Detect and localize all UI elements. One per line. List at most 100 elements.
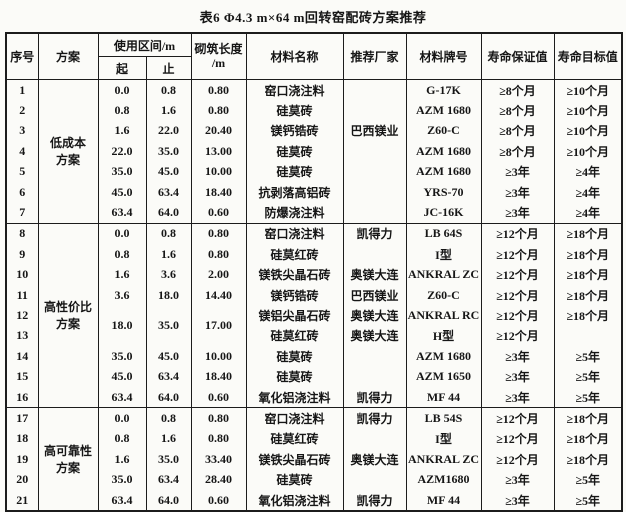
table-row: 15 45.0 63.4 18.40 硅莫砖 AZM 1650 ≥3年 ≥5年 xyxy=(5,366,623,387)
range-start: 0.8 xyxy=(97,244,147,265)
life-target: ≥5年 xyxy=(553,469,623,490)
range-start: 0.0 xyxy=(97,222,147,245)
material-name: 硅莫红砖 xyxy=(245,325,344,347)
material-name: 氧化铝浇注料 xyxy=(245,489,344,512)
range-start: 35.0 xyxy=(97,469,147,490)
scheme-label-line: 高性价比 xyxy=(43,300,92,315)
row-seq: 9 xyxy=(5,244,39,265)
life-guarantee: ≥3年 xyxy=(480,346,555,367)
scheme-cell: 低成本 方案 xyxy=(37,79,99,224)
life-guarantee: ≥3年 xyxy=(480,181,555,203)
row-seq: 15 xyxy=(5,366,39,387)
range-start: 1.6 xyxy=(97,449,147,470)
material-grade: Z60-C xyxy=(405,284,482,306)
life-guarantee: ≥8个月 xyxy=(480,141,555,162)
scheme-label-line: 方案 xyxy=(55,153,80,168)
material-name: 镁铁尖晶石砖 xyxy=(245,264,344,285)
life-target: ≥18个月 xyxy=(553,264,623,285)
table-row: 10 1.6 3.6 2.00 镁铁尖晶石砖 奥镁大连 ANKRAL ZC ≥12个月 ≥18个… xyxy=(5,264,623,285)
material-grade: I型 xyxy=(405,428,482,450)
table-row: 12 18.0 35.0 17.00 镁铝尖晶石砖 奥镁大连 ANKRAL RC ≥12个月 ≥… xyxy=(5,305,623,347)
range-end: 3.6 xyxy=(145,264,192,285)
manufacturer xyxy=(342,346,407,367)
manufacturer xyxy=(342,469,407,490)
range-end: 45.0 xyxy=(145,161,192,182)
masonry-length: 0.60 xyxy=(190,386,247,408)
life-guarantee: ≥12个月 xyxy=(480,407,555,429)
material-name: 镁铝尖晶石砖 xyxy=(245,305,344,326)
manufacturer: 奥镁大连 xyxy=(342,264,407,285)
table-row: 4 22.0 35.0 13.00 硅莫砖 AZM 1680 ≥8个月 ≥10个月 xyxy=(5,141,623,162)
range-start: 35.0 xyxy=(97,346,147,367)
material-grade: MF 44 xyxy=(405,386,482,408)
col-header-length-line2: /m xyxy=(211,55,226,70)
life-target: ≥10个月 xyxy=(553,79,623,101)
col-header-range-end: 止 xyxy=(145,56,192,80)
row-seq: 7 xyxy=(5,202,39,224)
masonry-length: 20.40 xyxy=(190,120,247,142)
table-row: 21 63.4 64.0 0.60 氧化铝浇注料 凯得力 MF 44 ≥3年 ≥5年 xyxy=(5,489,623,512)
material-grade: ANKRAL ZC xyxy=(405,264,482,285)
scheme-label-line: 方案 xyxy=(55,317,80,332)
table-row: 13 硅莫红砖 奥镁大连 H型 ≥12个月 xyxy=(5,325,623,347)
col-header-seq: 序号 xyxy=(5,32,39,80)
row-seq: 5 xyxy=(5,161,39,182)
material-name: 窑口浇注料 xyxy=(245,407,344,429)
col-header-grade: 材料牌号 xyxy=(405,32,482,80)
masonry-length: 0.60 xyxy=(190,489,247,512)
manufacturer xyxy=(342,161,407,182)
life-target: ≥10个月 xyxy=(553,100,623,121)
manufacturer: 奥镁大连 xyxy=(342,305,407,326)
table-row: 1 低成本 方案 0.0 0.8 0.80 窑口浇注料 G-17K ≥8个月 ≥10个月 xyxy=(5,79,623,224)
life-target: ≥5年 xyxy=(553,386,623,408)
row-seq: 11 xyxy=(5,284,39,306)
life-target: ≥10个月 xyxy=(553,141,623,162)
range-start: 22.0 xyxy=(97,141,147,162)
material-name: 镁钙锆砖 xyxy=(245,284,344,306)
table-row: 8 高性价比 方案 0.0 0.8 0.80 窑口浇注料 凯得力 LB 64S ≥12个月 ≥18个… xyxy=(5,222,623,408)
masonry-length: 17.00 xyxy=(190,305,247,347)
col-header-length: 砌筑长度 /m xyxy=(190,32,247,80)
range-start: 35.0 xyxy=(97,161,147,182)
material-grade: LB 64S xyxy=(405,222,482,245)
range-end: 35.0 xyxy=(145,449,192,470)
table-row: 17 高可靠性 方案 0.0 0.8 0.80 窑口浇注料 凯得力 LB 54S ≥12个月 ≥18… xyxy=(5,407,623,512)
table-title: 表6 Φ4.3 m×64 m回转窑配砖方案推荐 xyxy=(199,10,427,25)
life-target: ≥18个月 xyxy=(553,222,623,245)
range-start: 63.4 xyxy=(97,489,147,512)
life-target: ≥10个月 xyxy=(553,120,623,142)
row-seq: 2 xyxy=(5,100,39,121)
masonry-length: 0.80 xyxy=(190,428,247,450)
table-row: 20 35.0 63.4 28.40 硅莫砖 AZM1680 ≥3年 ≥5年 xyxy=(5,469,623,490)
masonry-length: 33.40 xyxy=(190,449,247,470)
row-seq: 12 xyxy=(5,305,39,326)
scheme-label-line: 高可靠性 xyxy=(43,444,92,459)
range-start: 63.4 xyxy=(97,386,147,408)
material-name: 硅莫砖 xyxy=(245,141,344,162)
material-grade: JC-16K xyxy=(405,202,482,224)
material-grade: AZM1680 xyxy=(405,469,482,490)
life-target: ≥5年 xyxy=(553,489,623,512)
masonry-length: 0.80 xyxy=(190,244,247,265)
manufacturer xyxy=(342,141,407,162)
life-guarantee: ≥12个月 xyxy=(480,284,555,306)
range-end: 1.6 xyxy=(145,100,192,121)
life-guarantee: ≥12个月 xyxy=(480,305,555,326)
range-end: 63.4 xyxy=(145,469,192,490)
col-header-range-group: 使用区间/m xyxy=(97,32,192,57)
life-target: ≥5年 xyxy=(553,366,623,387)
material-grade: YRS-70 xyxy=(405,181,482,203)
range-end: 35.0 xyxy=(145,305,192,347)
material-grade: ANKRAL RC xyxy=(405,305,482,326)
row-seq: 18 xyxy=(5,428,39,450)
life-target: ≥5年 xyxy=(553,346,623,367)
masonry-length: 18.40 xyxy=(190,366,247,387)
manufacturer: 凯得力 xyxy=(342,222,407,245)
material-name: 硅莫砖 xyxy=(245,346,344,367)
life-guarantee: ≥8个月 xyxy=(480,79,555,101)
masonry-length: 0.80 xyxy=(190,79,247,101)
table-header: 序号 方案 使用区间/m 砌筑长度 /m 材料名称 推荐厂家 材料牌号 寿命保证… xyxy=(5,32,623,80)
manufacturer: 凯得力 xyxy=(342,489,407,512)
row-seq: 13 xyxy=(5,325,39,347)
